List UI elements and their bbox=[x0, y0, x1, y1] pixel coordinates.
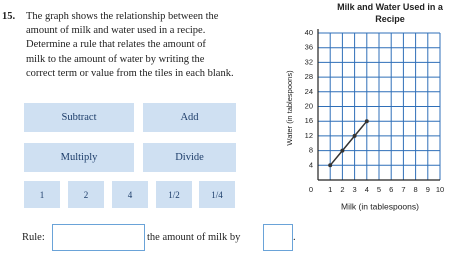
operation-tile[interactable]: Add bbox=[143, 103, 236, 132]
x-tick-label: 3 bbox=[353, 185, 357, 194]
x-tick-label: 0 bbox=[309, 185, 313, 194]
y-tick-label: 4 bbox=[309, 160, 313, 169]
y-tick-label: 20 bbox=[305, 101, 313, 110]
x-tick-label: 4 bbox=[365, 185, 369, 194]
y-tick-label: 36 bbox=[305, 43, 313, 52]
x-tick-label: 1 bbox=[328, 185, 332, 194]
chart-title: Milk and Water Used in a Recipe bbox=[337, 2, 443, 24]
y-tick-label: 40 bbox=[305, 28, 313, 37]
data-point bbox=[364, 119, 369, 124]
question-line: amount of milk and water used in a recip… bbox=[26, 25, 206, 37]
x-tick-label: 10 bbox=[436, 185, 444, 194]
rule-label: Rule: bbox=[22, 232, 45, 243]
question-line: Determine a rule that relates the amount… bbox=[26, 39, 206, 51]
blank-operation[interactable] bbox=[52, 224, 145, 251]
question-line: The graph shows the relationship between… bbox=[26, 11, 219, 22]
x-tick-label: 7 bbox=[401, 185, 405, 194]
x-tick-label: 2 bbox=[340, 185, 344, 194]
operation-tile[interactable]: Subtract bbox=[24, 103, 134, 132]
x-axis-label: Milk (in tablespoons) bbox=[341, 201, 419, 211]
question-line: milk to the amount of water by writing t… bbox=[26, 53, 205, 65]
number-tile[interactable]: 2 bbox=[68, 181, 104, 208]
x-tick-label: 8 bbox=[414, 185, 418, 194]
rule-text: the amount of milk by bbox=[147, 232, 241, 243]
x-tick-label: 5 bbox=[377, 185, 381, 194]
rule-end: . bbox=[293, 232, 296, 243]
number-tile[interactable]: 4 bbox=[112, 181, 148, 208]
number-tile[interactable]: 1/4 bbox=[199, 181, 235, 208]
x-tick-label: 9 bbox=[426, 185, 430, 194]
question-text: The graph shows the relationship between… bbox=[26, 10, 234, 81]
data-point bbox=[328, 163, 333, 168]
y-tick-label: 12 bbox=[305, 131, 313, 140]
data-line bbox=[329, 120, 368, 166]
y-tick-label: 28 bbox=[305, 72, 313, 81]
y-tick-label: 32 bbox=[305, 57, 313, 66]
operation-tile[interactable]: Multiply bbox=[24, 143, 134, 172]
question-number: 15. bbox=[2, 11, 16, 22]
operation-tile[interactable]: Divide bbox=[143, 143, 236, 172]
data-point bbox=[352, 133, 357, 138]
data-point bbox=[340, 148, 345, 153]
blank-value[interactable] bbox=[263, 224, 293, 251]
y-tick-label: 8 bbox=[309, 146, 313, 155]
x-tick-label: 6 bbox=[389, 185, 393, 194]
y-tick-label: 24 bbox=[305, 87, 313, 96]
question-line: correct term or value from the tiles in … bbox=[26, 67, 234, 79]
number-tile[interactable]: 1/2 bbox=[156, 181, 192, 208]
y-axis-label: Water (in tablespoons) bbox=[285, 70, 294, 146]
number-tile[interactable]: 1 bbox=[24, 181, 60, 208]
y-tick-label: 16 bbox=[305, 116, 313, 125]
